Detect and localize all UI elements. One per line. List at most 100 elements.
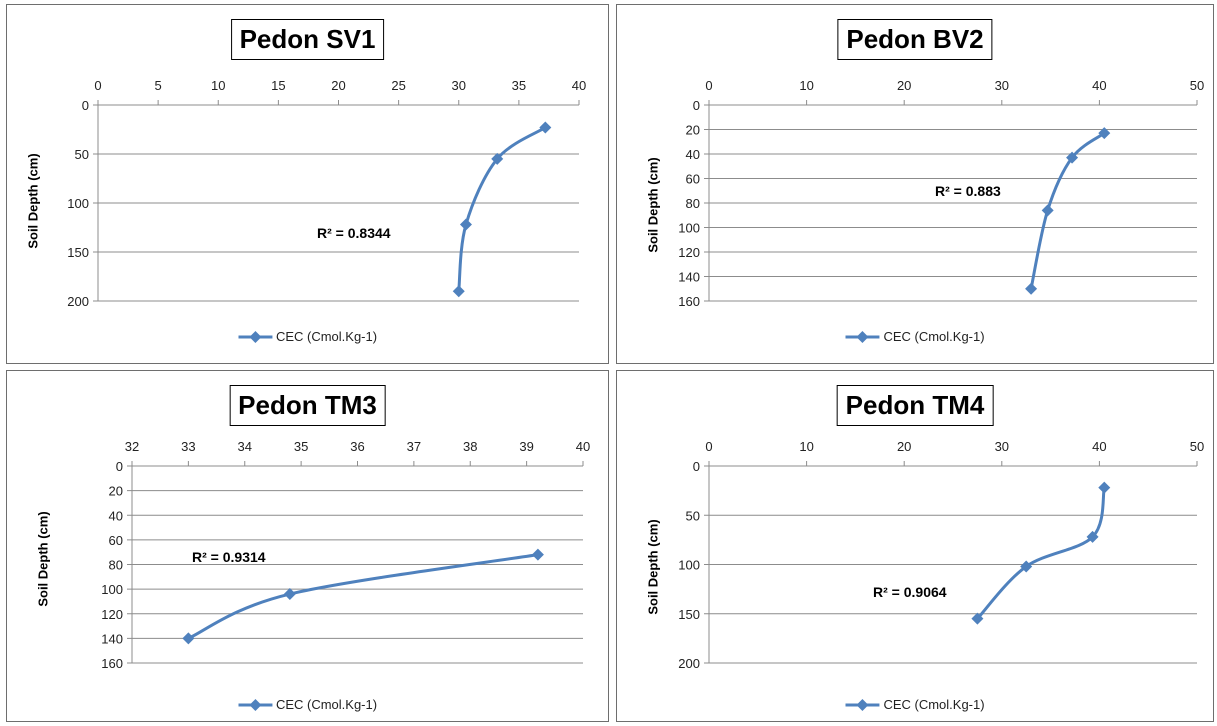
chart-title: Pedon BV2 <box>837 19 993 60</box>
data-point <box>1098 127 1111 140</box>
data-point <box>283 588 296 601</box>
x-tick-label: 40 <box>1092 439 1106 454</box>
y-tick-label: 20 <box>109 484 123 499</box>
y-tick-label: 0 <box>82 98 89 113</box>
x-tick-label: 32 <box>125 439 139 454</box>
x-tick-label: 30 <box>995 439 1009 454</box>
data-point <box>1020 560 1033 573</box>
y-tick-label: 0 <box>693 459 700 474</box>
y-tick-label: 140 <box>678 270 700 285</box>
x-tick-label: 15 <box>271 78 285 93</box>
x-tick-label: 10 <box>211 78 225 93</box>
x-tick-label: 20 <box>897 78 911 93</box>
data-point <box>1066 151 1079 164</box>
x-tick-label: 39 <box>519 439 533 454</box>
legend: CEC (Cmol.Kg-1) <box>237 329 378 344</box>
legend: CEC (Cmol.Kg-1) <box>237 697 378 712</box>
x-tick-label: 36 <box>350 439 364 454</box>
legend-marker-icon <box>845 330 880 343</box>
data-point <box>1098 481 1111 494</box>
series-line <box>457 126 547 292</box>
series-line <box>976 487 1106 620</box>
data-point <box>491 152 504 165</box>
chart-panel-tm4: 0 10 20 30 40 50 0 50 100 150 200 Pedon TM4 Soil D… <box>616 370 1214 722</box>
legend: CEC (Cmol.Kg-1) <box>845 697 985 712</box>
data-point <box>1041 204 1054 217</box>
x-tick-label: 25 <box>391 78 405 93</box>
chart-panel-bv2: 0 10 20 30 40 50 0 20 40 60 80 100 120 140 160 Pedon B… <box>616 4 1214 364</box>
y-axis-label: Soil Depth (cm) <box>35 511 51 607</box>
data-point <box>452 285 465 298</box>
x-tick-label: 34 <box>238 439 252 454</box>
chart-title: Pedon SV1 <box>230 19 385 60</box>
x-tick-label: 33 <box>181 439 195 454</box>
x-tick-label: 50 <box>1190 78 1204 93</box>
series-line <box>187 553 539 640</box>
x-tick-label: 50 <box>1190 439 1204 454</box>
series-line <box>1029 131 1106 290</box>
y-tick-label: 100 <box>101 582 123 597</box>
legend-marker-icon <box>237 698 272 711</box>
data-point <box>182 632 195 645</box>
y-tick-label: 120 <box>101 607 123 622</box>
y-tick-label: 160 <box>678 294 700 309</box>
y-tick-label: 160 <box>101 656 123 671</box>
plot-area: 0 10 20 30 40 50 0 20 40 60 80 100 120 140 160 <box>678 78 1204 309</box>
y-tick-label: 60 <box>686 172 700 187</box>
x-tick-label: 30 <box>452 78 466 93</box>
plot-area: 0 10 20 30 40 50 0 50 100 150 200 <box>678 439 1204 671</box>
y-tick-label: 100 <box>678 221 700 236</box>
x-tick-label: 40 <box>1092 78 1106 93</box>
legend-marker-icon <box>845 698 880 711</box>
x-tick-label: 35 <box>512 78 526 93</box>
y-tick-label: 50 <box>75 147 89 162</box>
x-tick-label: 37 <box>407 439 421 454</box>
x-tick-label: 38 <box>463 439 477 454</box>
x-tick-label: 35 <box>294 439 308 454</box>
data-point <box>531 548 544 561</box>
x-tick-label: 0 <box>705 439 712 454</box>
x-tick-label: 10 <box>799 78 813 93</box>
chart-panel-tm3: 32 33 34 35 36 37 38 39 40 0 20 40 60 80 100 120 140 160 … <box>6 370 609 722</box>
y-tick-label: 100 <box>67 196 89 211</box>
chart-title: Pedon TM3 <box>229 385 386 426</box>
chart-panel-sv1: 0 5 10 15 20 25 30 35 40 0 50 100 150 200 Pedon SV1 S… <box>6 4 609 364</box>
y-axis-label: Soil Depth (cm) <box>645 157 661 253</box>
x-tick-label: 40 <box>572 78 586 93</box>
x-tick-label: 5 <box>155 78 162 93</box>
y-tick-label: 80 <box>686 196 700 211</box>
x-tick-label: 20 <box>331 78 345 93</box>
legend-label: CEC (Cmol.Kg-1) <box>275 329 378 344</box>
x-tick-label: 20 <box>897 439 911 454</box>
data-point <box>1025 282 1038 295</box>
x-tick-label: 10 <box>799 439 813 454</box>
y-tick-label: 80 <box>109 558 123 573</box>
y-tick-label: 60 <box>109 533 123 548</box>
r-squared-annotation: R² = 0.9314 <box>192 549 266 565</box>
y-tick-label: 120 <box>678 245 700 260</box>
r-squared-annotation: R² = 0.9064 <box>873 584 947 600</box>
legend-label: CEC (Cmol.Kg-1) <box>275 697 378 712</box>
y-tick-label: 50 <box>686 508 700 523</box>
y-tick-label: 20 <box>686 123 700 138</box>
y-tick-label: 0 <box>116 459 123 474</box>
y-tick-label: 200 <box>678 656 700 671</box>
y-tick-label: 200 <box>67 294 89 309</box>
y-tick-label: 140 <box>101 631 123 646</box>
y-axis-label: Soil Depth (cm) <box>645 519 661 615</box>
y-tick-label: 150 <box>67 245 89 260</box>
legend-label: CEC (Cmol.Kg-1) <box>883 329 985 344</box>
x-tick-label: 0 <box>705 78 712 93</box>
y-tick-label: 40 <box>686 147 700 162</box>
legend: CEC (Cmol.Kg-1) <box>845 329 985 344</box>
data-point <box>539 121 552 134</box>
x-tick-label: 40 <box>576 439 590 454</box>
r-squared-annotation: R² = 0.8344 <box>317 225 391 241</box>
y-tick-label: 150 <box>678 607 700 622</box>
data-point <box>459 218 472 231</box>
r-squared-annotation: R² = 0.883 <box>935 183 1001 199</box>
data-point <box>1086 530 1099 543</box>
y-tick-label: 0 <box>693 98 700 113</box>
x-tick-label: 0 <box>94 78 101 93</box>
chart-title: Pedon TM4 <box>836 385 994 426</box>
